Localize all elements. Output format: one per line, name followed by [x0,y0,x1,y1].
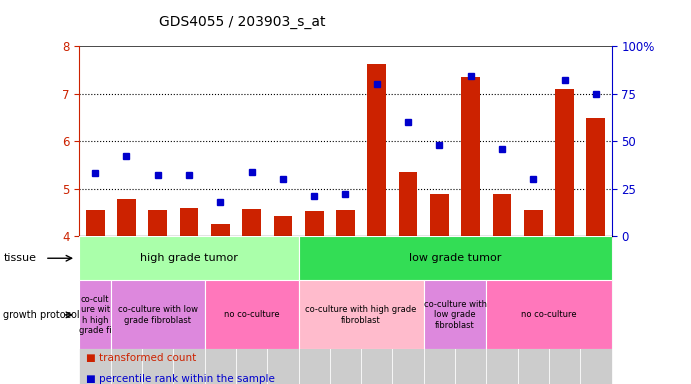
Bar [392,236,424,384]
Bar [330,236,361,384]
Bar [399,172,417,236]
Bar [173,236,205,384]
Bar [486,280,612,349]
Bar [336,210,355,236]
Bar [305,212,323,236]
Text: tissue: tissue [3,253,37,263]
Bar [486,236,518,384]
Bar [368,64,386,236]
Bar [555,89,574,236]
Text: ■ transformed count: ■ transformed count [86,353,197,363]
Bar [587,118,605,236]
Bar [79,236,299,280]
Text: no co-culture: no co-culture [224,310,279,319]
Bar [455,236,486,384]
Bar [267,236,299,384]
Bar [430,194,448,236]
Bar [424,280,486,349]
Text: low grade tumor: low grade tumor [409,253,501,263]
Bar [111,280,205,349]
Text: ■ percentile rank within the sample: ■ percentile rank within the sample [86,374,275,384]
Bar [549,236,580,384]
Text: co-culture with low
grade fibroblast: co-culture with low grade fibroblast [117,305,198,324]
Bar [580,236,612,384]
Bar [236,236,267,384]
Text: co-culture with
low grade
fibroblast: co-culture with low grade fibroblast [424,300,486,330]
Text: co-culture with high grade
fibroblast: co-culture with high grade fibroblast [305,305,417,324]
Text: no co-culture: no co-culture [521,310,577,319]
Bar [149,210,167,236]
Bar [299,236,612,280]
Bar [211,224,229,236]
Bar [274,216,292,236]
Bar [180,208,198,236]
Bar [79,236,111,384]
Bar [205,236,236,384]
Bar [493,194,511,236]
Text: high grade tumor: high grade tumor [140,253,238,263]
Bar [424,236,455,384]
Bar [299,236,330,384]
Bar [205,280,299,349]
Bar [462,77,480,236]
Bar [79,280,111,349]
Text: co-cult
ure wit
h high
grade fi: co-cult ure wit h high grade fi [79,295,111,335]
Bar [361,236,392,384]
Bar [299,280,424,349]
Bar [518,236,549,384]
Bar [142,236,173,384]
Bar [111,236,142,384]
Text: GDS4055 / 203903_s_at: GDS4055 / 203903_s_at [159,15,325,29]
Bar [117,199,136,236]
Bar [524,210,542,236]
Bar [243,209,261,236]
Bar [86,210,104,236]
Text: growth protocol: growth protocol [3,310,80,320]
